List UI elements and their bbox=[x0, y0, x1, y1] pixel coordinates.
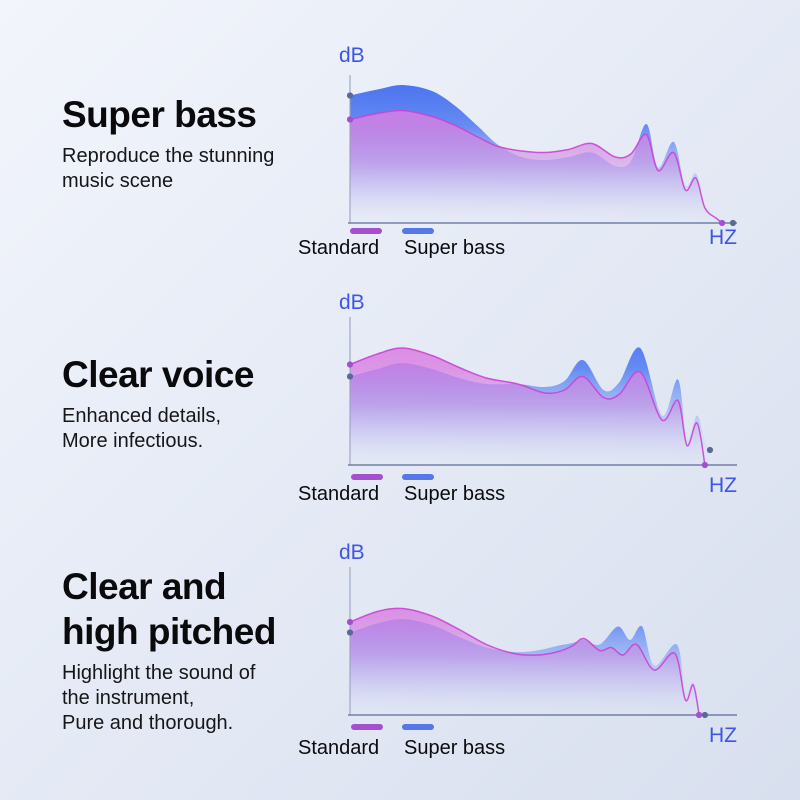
section-subtitle-line: music scene bbox=[62, 170, 174, 192]
standard-area bbox=[350, 347, 705, 465]
standard-curve-line bbox=[349, 109, 723, 224]
section-subtitle-line: Highlight the sound of bbox=[62, 662, 256, 684]
frequency-chart-1 bbox=[347, 75, 737, 227]
legend-swatch-super-bass bbox=[402, 724, 434, 730]
section-title-line: high pitched bbox=[62, 611, 276, 652]
endpoint-dot bbox=[701, 711, 708, 719]
y-axis-label-db: dB bbox=[339, 291, 365, 314]
endpoint-dot bbox=[701, 461, 708, 469]
legend-label-standard: Standard bbox=[298, 483, 380, 505]
section-title: Clear voice bbox=[62, 352, 254, 397]
endpoint-dot bbox=[347, 373, 354, 380]
legend-swatch-standard bbox=[351, 474, 383, 480]
endpoint-dot bbox=[347, 618, 354, 626]
section-subtitle-line: Enhanced details, bbox=[62, 405, 222, 427]
standard-curve-line bbox=[349, 607, 700, 716]
legend-swatch-super-bass bbox=[402, 228, 434, 234]
legend-label-standard: Standard bbox=[298, 737, 380, 759]
endpoint-dot bbox=[347, 361, 354, 368]
endpoint-dot bbox=[347, 92, 354, 99]
section-title-line: Super bass bbox=[62, 94, 257, 135]
section-title: Super bass bbox=[62, 92, 274, 137]
standard-area bbox=[350, 608, 700, 715]
legend-label-super-bass: Super bass bbox=[404, 483, 506, 505]
endpoint-dot bbox=[729, 219, 737, 227]
section-clear-voice-text: Clear voice Enhanced details, More infec… bbox=[62, 352, 254, 454]
frequency-chart-3 bbox=[347, 567, 737, 719]
section-subtitle-line: More infectious. bbox=[62, 430, 204, 452]
legend-swatch-super-bass bbox=[402, 474, 434, 480]
section-title: Clear and high pitched bbox=[62, 564, 276, 654]
legend-swatch-standard bbox=[350, 228, 382, 234]
section-clear-high-pitched-text: Clear and high pitched Highlight the sou… bbox=[62, 564, 276, 736]
section-title-line: Clear voice bbox=[62, 354, 254, 395]
legend-label-super-bass: Super bass bbox=[404, 237, 506, 259]
endpoint-dot bbox=[347, 116, 354, 123]
legend-label-standard: Standard bbox=[298, 237, 380, 259]
x-axis-label-hz: HZ bbox=[709, 474, 737, 497]
endpoint-dot bbox=[695, 711, 703, 719]
y-axis-label-db: dB bbox=[339, 44, 365, 67]
section-subtitle-line: the instrument, bbox=[62, 687, 195, 709]
x-axis-label-hz: HZ bbox=[709, 724, 737, 747]
section-subtitle: Enhanced details, More infectious. bbox=[62, 404, 254, 454]
standard-area bbox=[350, 110, 723, 223]
section-subtitle: Highlight the sound of the instrument, P… bbox=[62, 661, 276, 736]
section-title-line: Clear and bbox=[62, 566, 227, 607]
section-super-bass-text: Super bass Reproduce the stunning music … bbox=[62, 92, 274, 194]
standard-curve-line bbox=[349, 347, 706, 466]
section-subtitle: Reproduce the stunning music scene bbox=[62, 144, 274, 194]
section-subtitle-line: Reproduce the stunning bbox=[62, 145, 275, 167]
legend-swatch-standard bbox=[351, 724, 383, 730]
endpoint-dot bbox=[718, 219, 726, 227]
frequency-chart-2 bbox=[347, 317, 737, 469]
endpoint-dot bbox=[706, 446, 714, 454]
legend-label-super-bass: Super bass bbox=[404, 737, 506, 759]
section-subtitle-line: Pure and thorough. bbox=[62, 712, 234, 734]
x-axis-label-hz: HZ bbox=[709, 226, 737, 249]
endpoint-dot bbox=[347, 629, 354, 636]
y-axis-label-db: dB bbox=[339, 541, 365, 564]
